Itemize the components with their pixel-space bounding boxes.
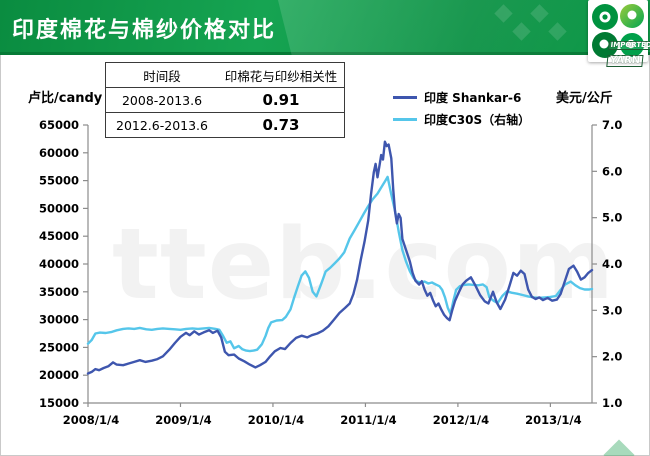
legend-line-swatch: [393, 95, 417, 99]
logo-line1: IMPORTED: [608, 41, 650, 50]
right-tick-label: 5.0: [602, 211, 622, 225]
x-tick-label: 2010/1/4: [248, 413, 304, 427]
right-tick-label: 3.0: [602, 303, 622, 317]
left-tick-label: 30000: [39, 313, 79, 327]
imported-yarn-logo: IMPORTED YARN: [588, 0, 650, 67]
table-header-row: 时间段 印棉花与印纱相关性: [105, 62, 345, 88]
logo-text: IMPORTED YARN: [606, 34, 650, 67]
right-tick-label: 2.0: [602, 350, 622, 364]
legend-item-shankar6: 印度 Shankar-6: [393, 86, 530, 108]
left-tick-label: 50000: [39, 201, 79, 215]
left-tick-label: 45000: [39, 229, 79, 243]
x-tick-label: 2009/1/4: [155, 413, 211, 427]
period-cell: 2012.6-2013.6: [105, 112, 218, 138]
chart-legend: 印度 Shankar-6 印度C30S（右轴）: [393, 86, 530, 130]
series-line-shankar6: [86, 140, 594, 375]
table-row: 2008-2013.6 0.91: [105, 87, 345, 113]
table-row: 2012.6-2013.6 0.73: [105, 112, 345, 138]
left-tick-label: 40000: [39, 257, 79, 271]
page-title: 印度棉花与棉纱价格对比: [12, 18, 277, 43]
left-tick-label: 15000: [39, 396, 79, 410]
x-tick-label: 2012/1/4: [433, 413, 489, 427]
correlation-cell: 0.91: [218, 87, 345, 113]
table-header-period: 时间段: [105, 62, 218, 88]
left-axis-unit-label: 卢比/candy: [28, 91, 103, 106]
series-line-c30s: [86, 175, 594, 353]
x-tick-label: 2008/1/4: [63, 413, 119, 427]
left-tick-label: 20000: [39, 368, 79, 382]
clover-icon: [592, 4, 644, 58]
right-tick-label: 4.0: [602, 257, 622, 271]
left-tick-label: 60000: [39, 146, 79, 160]
x-tick-label: 2013/1/4: [525, 413, 581, 427]
legend-label: 印度 Shankar-6: [424, 90, 522, 105]
table-header-correlation: 印棉花与印纱相关性: [218, 62, 345, 88]
title-bar: 印度棉花与棉纱价格对比: [0, 0, 650, 135]
watermark: tteb.com: [112, 208, 616, 322]
right-tick-label: 6.0: [602, 164, 622, 178]
x-tick-label: 2011/1/4: [340, 413, 396, 427]
left-tick-label: 65000: [39, 118, 79, 132]
left-tick-label: 35000: [39, 285, 79, 299]
right-tick-label: 1.0: [602, 396, 622, 410]
legend-line-swatch: [393, 117, 417, 121]
correlation-table: 时间段 印棉花与印纱相关性 2008-2013.6 0.91 2012.6-20…: [105, 62, 345, 138]
right-tick-label: 7.0: [602, 118, 622, 132]
logo-line2: YARN: [606, 55, 644, 67]
left-tick-label: 55000: [39, 174, 79, 188]
legend-item-c30s: 印度C30S（右轴）: [393, 108, 530, 130]
left-tick-label: 25000: [39, 340, 79, 354]
legend-label: 印度C30S（右轴）: [424, 112, 531, 127]
correlation-cell: 0.73: [218, 112, 345, 138]
period-cell: 2008-2013.6: [105, 87, 218, 113]
right-axis-unit-label: 美元/公斤: [556, 91, 613, 106]
